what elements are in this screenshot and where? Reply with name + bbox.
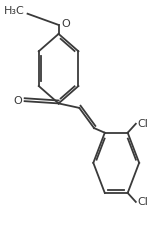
Text: Cl: Cl [137, 197, 148, 207]
Text: H₃C: H₃C [4, 7, 25, 17]
Text: O: O [13, 96, 22, 106]
Text: Cl: Cl [137, 119, 148, 129]
Text: O: O [62, 19, 70, 29]
